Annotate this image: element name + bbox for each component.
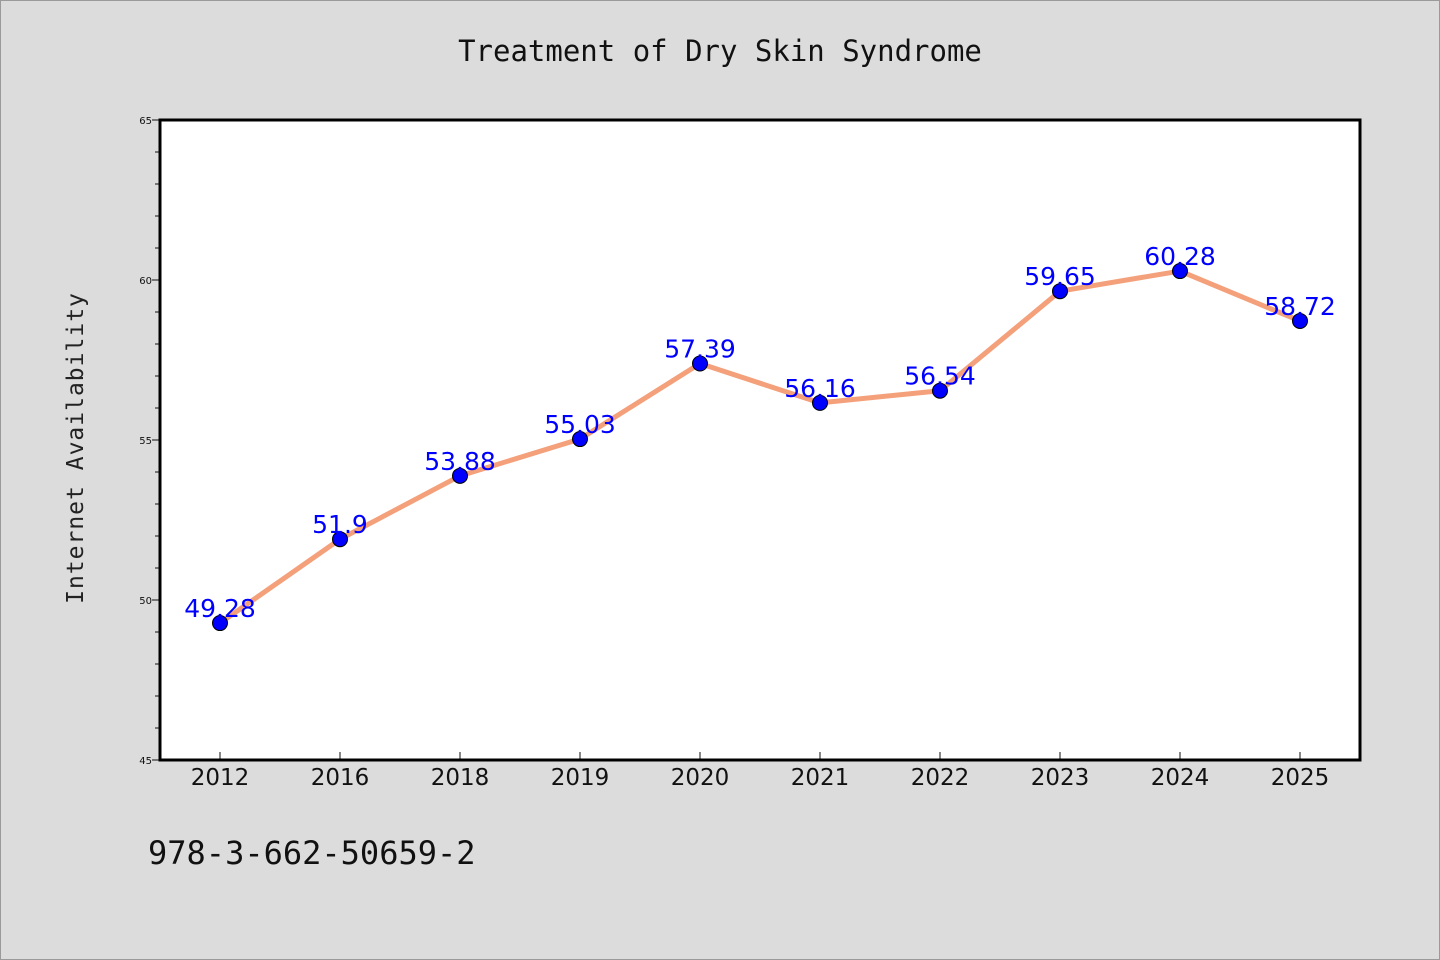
data-point	[812, 394, 828, 411]
data-label: 51.9	[312, 510, 368, 539]
data-point	[332, 531, 348, 548]
y-tick-label: 55	[139, 436, 152, 447]
x-tick-label: 2018	[431, 765, 490, 791]
data-point	[1172, 263, 1188, 280]
data-label: 57.39	[664, 335, 736, 364]
x-tick-label: 2016	[311, 765, 370, 791]
data-point	[1292, 312, 1308, 329]
data-label: 49.28	[184, 594, 256, 623]
data-label: 55.03	[544, 410, 616, 439]
data-label: 56.54	[904, 362, 976, 391]
x-tick-label: 2012	[191, 765, 250, 791]
plot-border	[158, 118, 1362, 762]
data-point	[572, 431, 588, 448]
series-line	[217, 268, 1303, 626]
y-tick-label: 50	[139, 596, 152, 607]
data-point	[452, 467, 468, 484]
x-tick-label: 2023	[1031, 765, 1090, 791]
y-tick-label: 60	[139, 276, 152, 287]
data-label: 53.88	[424, 447, 496, 476]
footer-isbn: 978-3-662-50659-2	[148, 834, 476, 872]
x-tick-label: 2022	[911, 765, 970, 791]
data-label: 59.65	[1024, 262, 1096, 291]
x-tick-label: 2025	[1271, 765, 1330, 791]
plot-area	[160, 120, 1360, 760]
data-point	[1052, 283, 1068, 300]
x-tick-label: 2019	[551, 765, 610, 791]
data-label: 56.16	[784, 374, 856, 403]
data-label: 60.28	[1144, 242, 1216, 271]
x-tick-label: 2020	[671, 765, 730, 791]
data-point	[932, 382, 948, 399]
data-point	[692, 355, 708, 372]
data-point	[212, 615, 228, 632]
y-tick-label: 65	[139, 116, 152, 127]
chart-title: Treatment of Dry Skin Syndrome	[458, 34, 982, 68]
x-tick-label: 2024	[1151, 765, 1210, 791]
data-label: 58.72	[1264, 292, 1336, 321]
y-tick-label: 45	[139, 756, 152, 767]
x-tick-label: 2021	[791, 765, 850, 791]
